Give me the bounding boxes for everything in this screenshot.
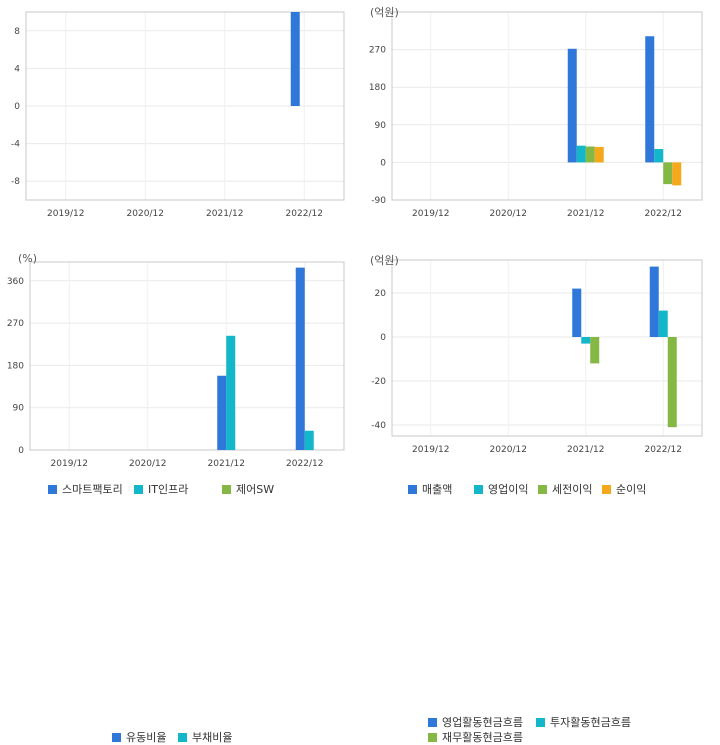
x-tick-label: 2022/12 xyxy=(286,209,323,219)
legend-item-series-2[interactable]: 영업이익 xyxy=(474,481,528,497)
chart-ratios: 360 270 180 90 0 2019/12 2020/12 2021/12 2022/12 xyxy=(7,261,345,469)
y-tick-label: 90 xyxy=(375,121,387,131)
x-tick-label: 2020/12 xyxy=(490,445,527,455)
bar-2-2022-12 xyxy=(654,149,664,163)
legend-item-series-1[interactable]: 영업활동현금흐름 xyxy=(428,714,523,730)
y-tick-label: -90 xyxy=(371,196,386,206)
legend-item-series-2[interactable]: IT인프라 xyxy=(134,481,188,497)
x-tick-label: 2022/12 xyxy=(645,209,682,219)
bar-4-2021-12 xyxy=(594,146,604,163)
bar-3-2021-12 xyxy=(585,146,595,163)
x-tick-label: 2022/12 xyxy=(286,459,323,469)
y-tick-label: 360 xyxy=(7,277,24,287)
x-tick-label: 2021/12 xyxy=(567,445,604,455)
bar-3-2022-12 xyxy=(663,162,673,185)
legend-item-series-1[interactable]: 스마트팩토리 xyxy=(48,481,123,497)
chart-panel-income: (억원) 270 180 90 0 -90 2019/12 2020/12 2021/12 20… xyxy=(360,0,720,496)
chart-cashflow: 20 0 -20 -40 2019/12 2020/12 2021/12 2022/12 xyxy=(371,259,703,455)
y-tick-label: 180 xyxy=(7,361,24,371)
legend-item-series-4[interactable]: 순이익 xyxy=(602,481,646,497)
bar-2-2022-12 xyxy=(304,430,314,450)
x-tick-label: 2019/12 xyxy=(51,459,88,469)
x-tick-label: 2022/12 xyxy=(645,445,682,455)
x-tick-label: 2021/12 xyxy=(567,209,604,219)
bar-1-2022-12 xyxy=(645,36,655,163)
x-tick-label: 2021/12 xyxy=(208,459,245,469)
plot-frame xyxy=(391,259,703,437)
bar-2-2021-12 xyxy=(226,335,236,450)
legend-item-series-1[interactable]: 유동비율 xyxy=(112,729,166,745)
legend-item-series-1[interactable]: 매출액 xyxy=(408,481,452,497)
unit-label-cashflow: (억원) xyxy=(370,254,399,267)
x-tick-label: 2020/12 xyxy=(127,209,164,219)
y-tick-label: 180 xyxy=(369,83,386,93)
y-tick-label: 0 xyxy=(380,158,386,168)
bar-4-2022-12 xyxy=(672,162,682,186)
bar-1-2021-12 xyxy=(217,375,227,450)
bar-1-2021-12 xyxy=(567,48,577,163)
plot-frame xyxy=(25,11,345,201)
y-tick-label: 4 xyxy=(14,64,20,74)
legend-item-series-3[interactable]: 재무활동현금흐름 xyxy=(428,729,523,745)
y-tick-label: 0 xyxy=(380,333,386,343)
legend-item-series-2[interactable]: 부채비율 xyxy=(178,729,232,745)
y-tick-label: 0 xyxy=(14,102,20,112)
chart-income: 270 180 90 0 -90 2019/12 2020/12 2021/12 2022/12 xyxy=(369,11,703,219)
x-tick-label: 2019/12 xyxy=(412,445,449,455)
unit-label-income: (억원) xyxy=(370,6,399,19)
y-tick-label: 8 xyxy=(14,27,20,37)
bar-2-2021-12 xyxy=(576,145,586,163)
y-tick-label: -40 xyxy=(371,421,386,431)
x-tick-label: 2020/12 xyxy=(129,459,166,469)
chart-panel-segments: 8 4 0 -4 -8 2019/12 2020/12 2021/12 2022/12 스마트팩… xyxy=(0,0,360,496)
x-tick-label: 2021/12 xyxy=(206,209,243,219)
chart-panel-cashflow: (억원) 20 0 -20 -40 2019/12 2020/12 2021/12 2022/… xyxy=(360,248,720,744)
legend-item-series-3[interactable]: 제어SW xyxy=(222,481,274,497)
legend-item-series-3[interactable]: 세전이익 xyxy=(538,481,592,497)
chart-segments: 8 4 0 -4 -8 2019/12 2020/12 2021/12 2022/12 xyxy=(11,11,345,219)
y-tick-label: -8 xyxy=(11,177,20,187)
bar-2-2022-12 xyxy=(658,310,668,337)
y-tick-label: 0 xyxy=(18,446,24,456)
x-tick-label: 2019/12 xyxy=(412,209,449,219)
y-tick-label: -4 xyxy=(11,140,20,150)
y-tick-label: 20 xyxy=(375,289,387,299)
y-tick-label: 90 xyxy=(13,404,25,414)
bar-3-2022-12 xyxy=(667,337,677,428)
bar-1-2022-12 xyxy=(649,266,659,337)
plot-frame xyxy=(391,11,703,201)
bar-1-2022-12 xyxy=(290,12,300,106)
y-tick-label: -20 xyxy=(371,377,386,387)
y-tick-label: 270 xyxy=(7,319,24,329)
legend-item-series-2[interactable]: 투자활동현금흐름 xyxy=(536,714,631,730)
y-tick-label: 270 xyxy=(369,46,386,56)
plot-frame xyxy=(29,261,345,451)
bar-2-2021-12 xyxy=(581,337,591,344)
unit-label-ratios: (%) xyxy=(18,252,38,265)
x-tick-label: 2019/12 xyxy=(47,209,84,219)
bar-3-2021-12 xyxy=(590,337,600,364)
x-tick-label: 2020/12 xyxy=(490,209,527,219)
bar-1-2021-12 xyxy=(572,288,582,337)
bar-1-2022-12 xyxy=(295,267,305,450)
chart-panel-ratios: (%) 360 270 180 90 0 2019/12 2020/12 2021/12 202… xyxy=(0,248,360,744)
